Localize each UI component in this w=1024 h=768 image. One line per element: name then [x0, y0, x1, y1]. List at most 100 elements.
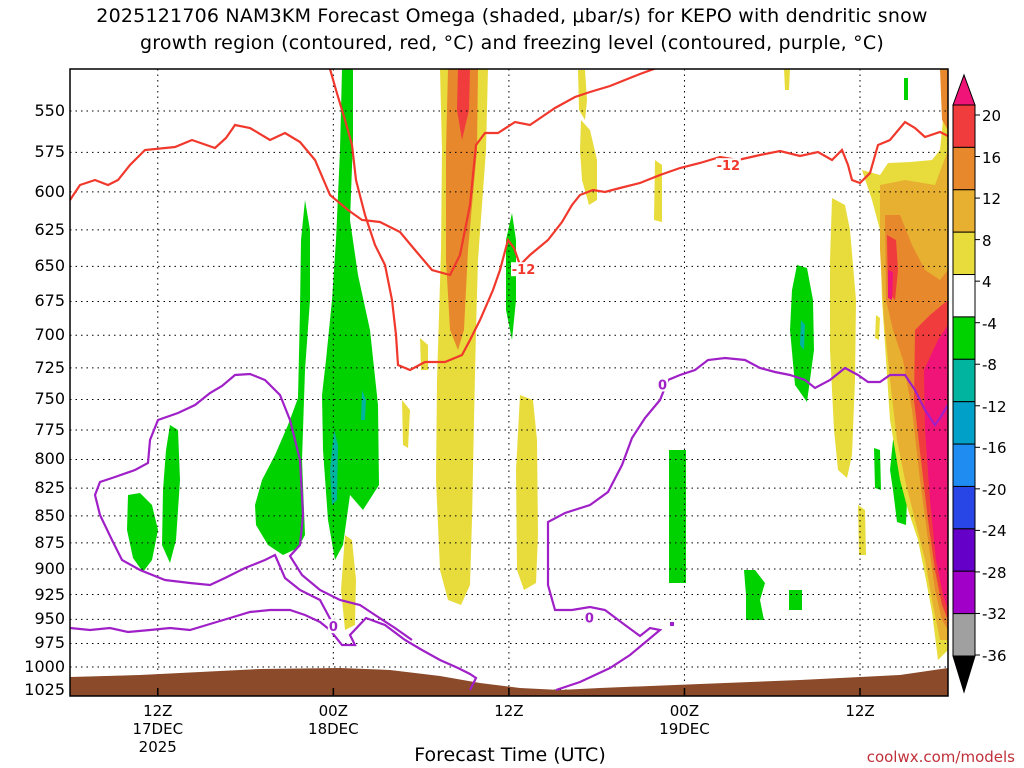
chart-title-line-1: 2025121706 NAM3KM Forecast Omega (shaded…	[96, 5, 928, 27]
x-tick-marks	[157, 688, 861, 696]
colorbar-label: -36	[982, 647, 1007, 665]
colorbar-swatch	[952, 358, 976, 403]
dgz-minus12-contour-1	[70, 69, 657, 277]
colorbar-label: -4	[982, 314, 997, 333]
y-tick-label: 575	[34, 142, 65, 162]
dgz-minus12-contour-2	[328, 69, 948, 372]
y-tick-label: 825	[34, 478, 65, 498]
colorbar-swatch	[952, 231, 976, 276]
omega-fill-yellow-5	[516, 395, 538, 590]
omega-fill-magenta-2	[888, 270, 893, 300]
colorbar-label: 16	[982, 148, 1002, 167]
contour-label-bg	[583, 610, 595, 625]
omega-fill-teal-1	[330, 430, 338, 505]
y-tick-label: 975	[34, 633, 65, 653]
x-tick-label: 12Z	[143, 702, 173, 720]
omega-fill-green-6	[669, 450, 686, 583]
omega-fill-yellow-4	[654, 160, 662, 222]
y-tick-label: 700	[34, 325, 65, 345]
chart-title-line-2: growth region (contoured, red, °C) and f…	[140, 32, 884, 54]
contour-label: -12	[717, 159, 741, 174]
x-tick-label: 12Z	[494, 702, 524, 720]
credit-link[interactable]: coolwx.com/models	[866, 748, 1015, 766]
omega-fill-green-5	[506, 213, 516, 340]
x-axis-title: Forecast Time (UTC)	[414, 744, 606, 766]
y-tick-label: 900	[34, 559, 65, 579]
colorbar-bottom-arrow	[952, 655, 976, 694]
y-tick-label: 750	[34, 389, 65, 409]
colorbar-label: -24	[982, 522, 1007, 541]
omega-fill-green-3	[255, 200, 310, 555]
colorbar-swatch	[952, 485, 976, 530]
y-tick-label: 875	[34, 532, 65, 552]
omega-fill-green-8	[744, 570, 765, 620]
colorbar-swatch	[952, 443, 976, 487]
colorbar-swatch	[952, 189, 976, 233]
colorbar-label: -32	[982, 605, 1007, 624]
omega-fill-yellow-8	[341, 535, 356, 630]
x-tick-label: 00Z	[669, 702, 700, 720]
contours	[70, 69, 948, 692]
y-tick-label: 625	[34, 219, 65, 239]
y-tick-label: 550	[34, 101, 65, 120]
colorbar-swatch	[952, 401, 976, 445]
freezing-level-0C-contour-3	[546, 356, 948, 692]
omega-shading	[127, 69, 948, 660]
x-tick-label: 12Z	[845, 702, 875, 720]
omega-fill-green-1	[127, 493, 158, 572]
omega-fill-magenta-1	[924, 325, 948, 610]
contour-label: 0	[658, 378, 667, 393]
colorbar-label: 4	[982, 273, 992, 292]
omega-fill-yellow-9	[830, 198, 856, 478]
x-tick-label: 19DEC	[659, 720, 710, 738]
omega-fill-yellow-7	[402, 400, 410, 448]
colorbar	[952, 73, 980, 694]
colorbar-label: -28	[982, 563, 1007, 582]
omega-fill-yellow-3	[580, 120, 597, 205]
x-tick-label: 00Z	[318, 702, 349, 720]
y-tick-label: 725	[34, 357, 65, 377]
omega-fill-yellow-13	[875, 315, 880, 340]
colorbar-swatch	[952, 274, 976, 318]
contour-label: -12	[512, 263, 536, 278]
freezing-level-0C-dot	[670, 622, 674, 626]
x-tick-label: 17DEC	[132, 720, 184, 738]
colorbar-swatch	[952, 316, 976, 360]
x-tick-label: 2025	[138, 738, 177, 756]
omega-fill-green-4	[322, 69, 379, 560]
contour-label-bg	[657, 377, 669, 392]
omega-fill-orange-1	[446, 69, 478, 350]
freezing-level-0C-contour-2	[93, 372, 413, 641]
contour-label-bg	[327, 619, 339, 634]
x-tick-label: 18DEC	[308, 720, 359, 738]
y-tick-label: 925	[34, 584, 65, 604]
colorbar-label: -8	[982, 356, 997, 375]
colorbar-swatch	[952, 528, 976, 572]
y-tick-label: 650	[34, 256, 65, 276]
omega-fill-red-1	[457, 69, 470, 140]
omega-fill-green-9	[789, 590, 802, 610]
omega-fill-green-2	[162, 425, 180, 563]
y-tick-label: 1025	[24, 680, 65, 699]
omega-fill-green-11	[874, 448, 881, 490]
colorbar-swatch	[952, 104, 976, 148]
vertical-gridlines	[157, 69, 861, 696]
colorbar-swatch	[952, 146, 976, 191]
colorbar-top-arrow	[952, 73, 976, 106]
omega-fill-yellow-10	[858, 505, 866, 555]
y-tick-label: 800	[34, 449, 65, 469]
omega-fill-green-12	[904, 78, 908, 100]
contour-label: 0	[329, 620, 338, 635]
terrain-fill	[70, 668, 948, 696]
omega-fill-orange-3	[940, 69, 948, 130]
contour-label-bg	[715, 158, 741, 173]
contour-label-bg	[511, 262, 537, 277]
colorbar-label: -20	[982, 480, 1007, 499]
y-tick-label: 600	[34, 181, 65, 201]
colorbar-label: 12	[982, 190, 1002, 209]
colorbar-swatch	[952, 570, 976, 615]
y-tick-label: 775	[34, 419, 65, 439]
y-tick-label: 950	[34, 609, 65, 629]
y-tick-label: 850	[34, 505, 65, 525]
